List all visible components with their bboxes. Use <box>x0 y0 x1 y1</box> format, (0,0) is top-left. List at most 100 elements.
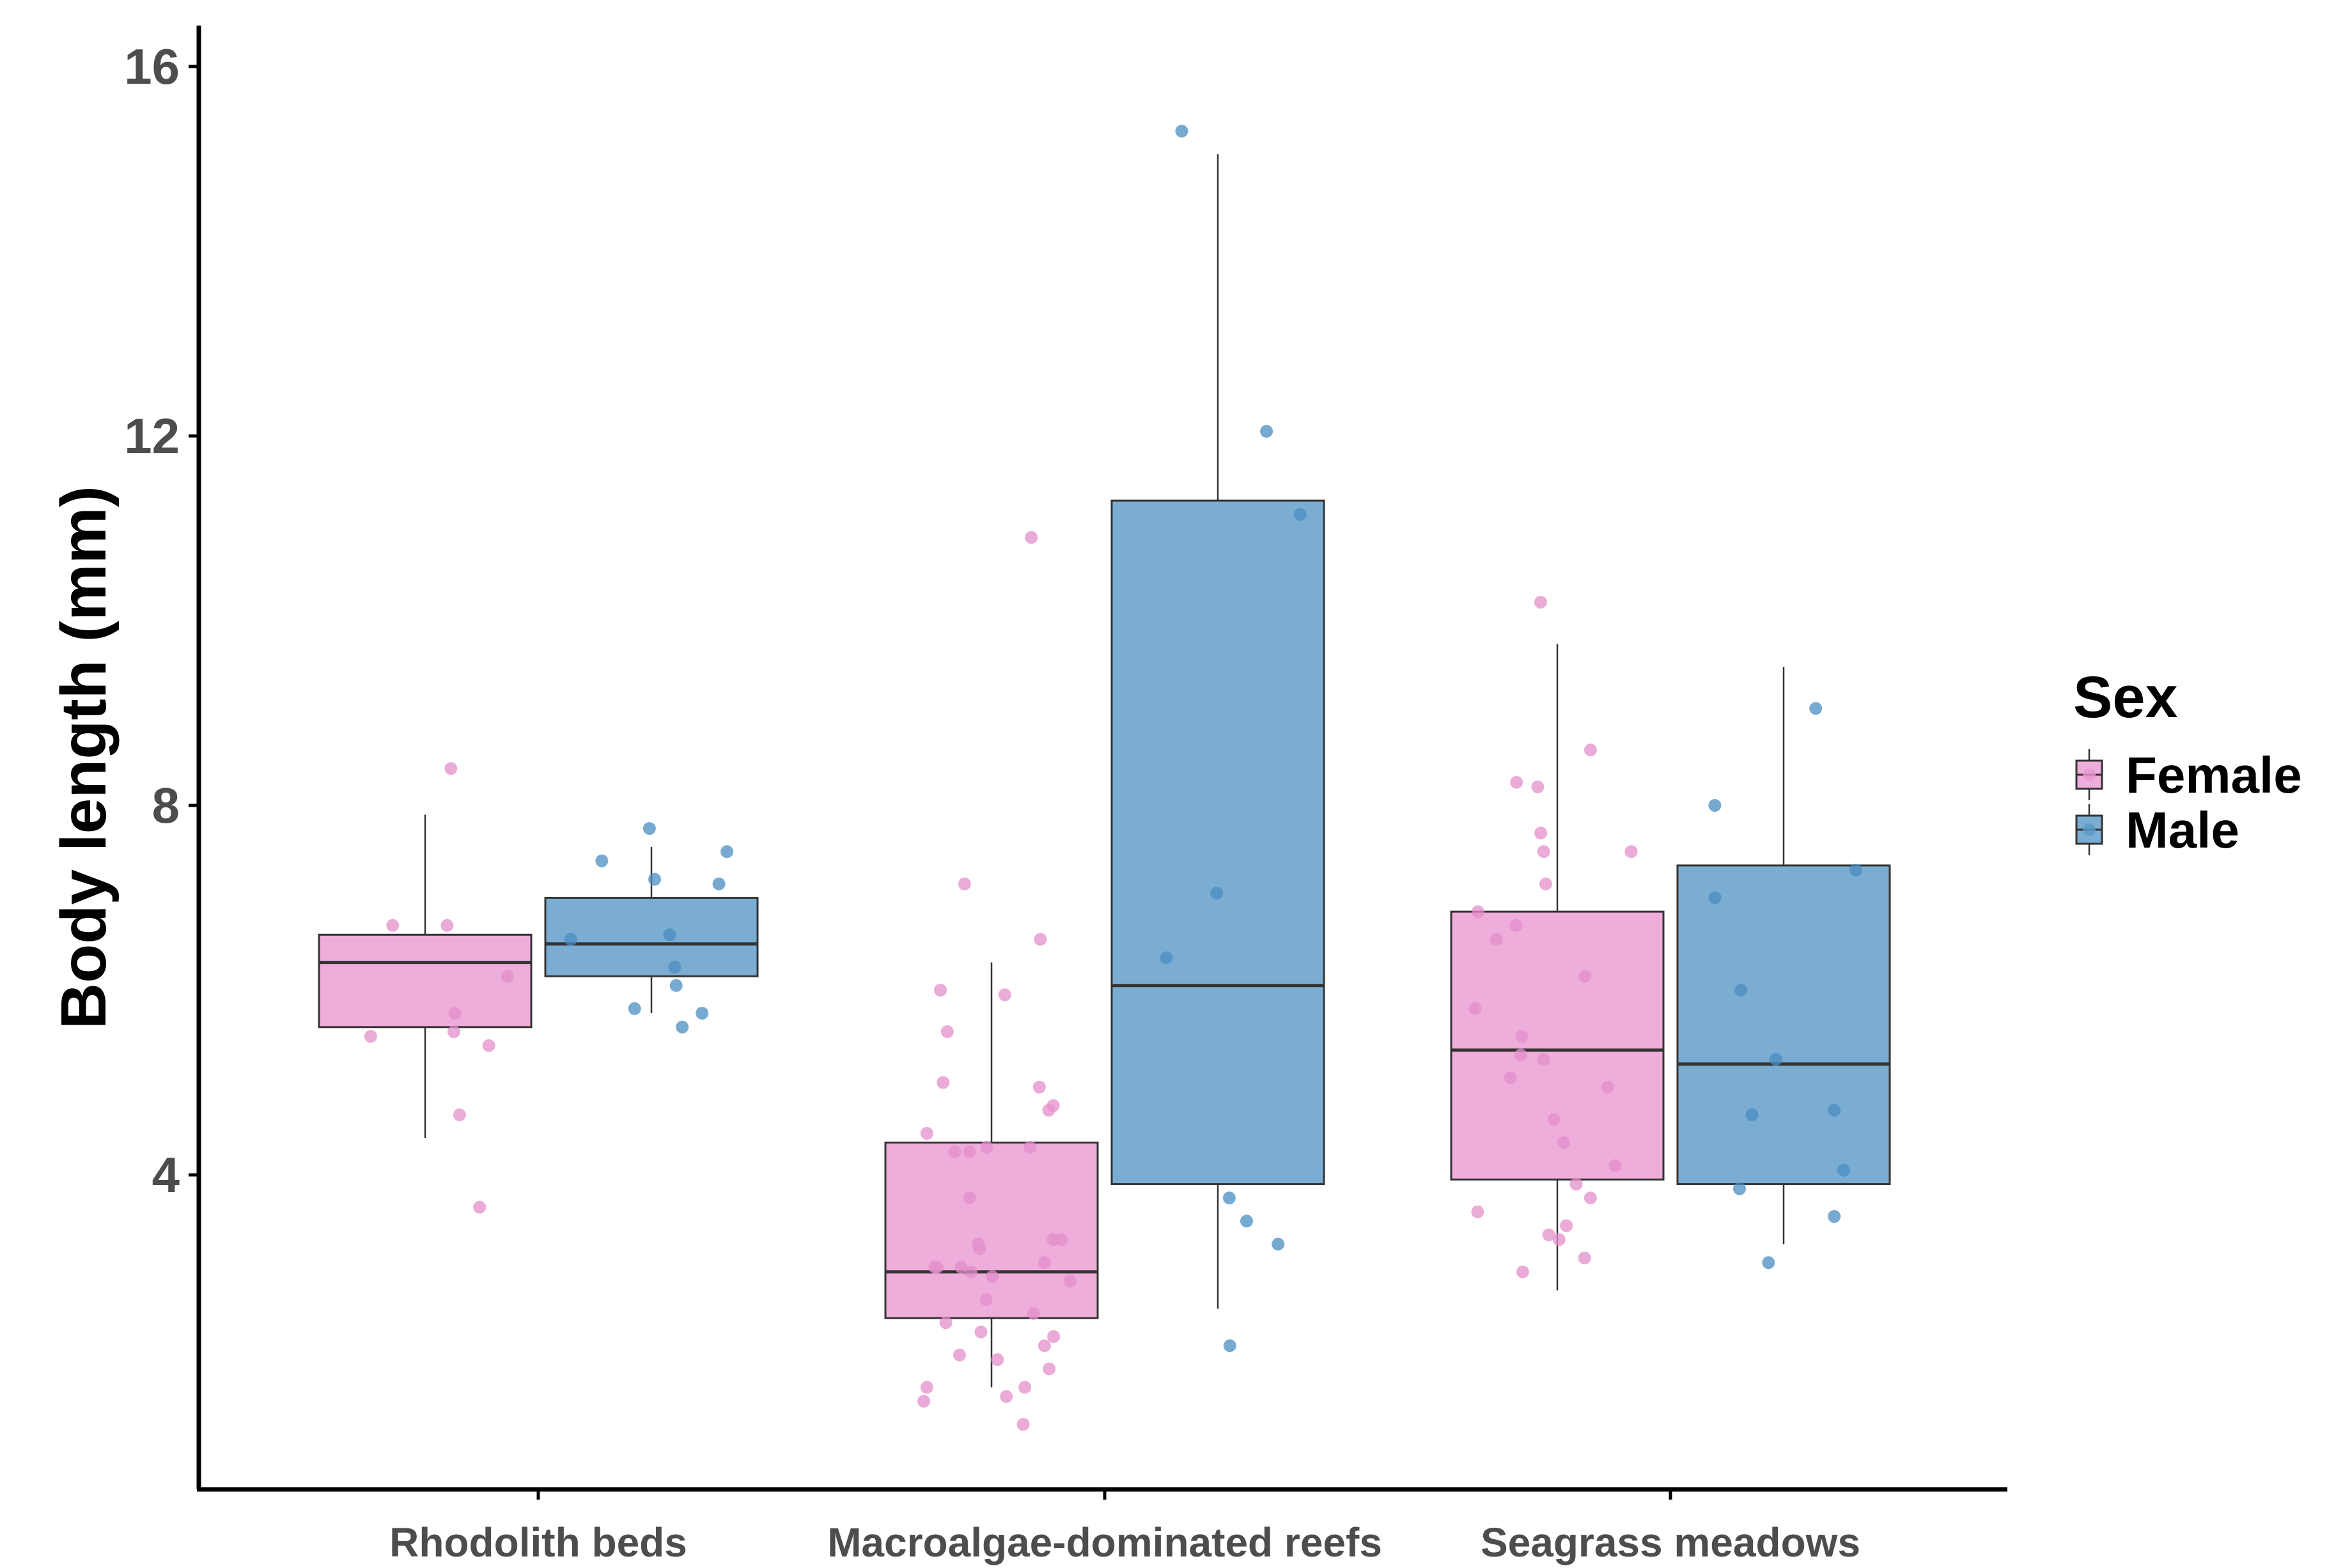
male-data-point <box>1828 1103 1841 1117</box>
female-data-point <box>917 1395 930 1408</box>
female-data-point <box>1043 1362 1056 1376</box>
female-data-point <box>1624 845 1638 858</box>
female-data-point <box>998 988 1011 1002</box>
female-data-point <box>1064 1275 1077 1288</box>
female-data-point <box>1578 970 1592 983</box>
female-data-point <box>1601 1080 1614 1094</box>
male-data-point <box>1745 1108 1759 1122</box>
x-tick-label: Rhodolith beds <box>389 1519 687 1565</box>
female-data-point <box>963 1145 976 1158</box>
female-data-point <box>979 1293 993 1307</box>
female-data-point <box>1032 1080 1046 1094</box>
female-data-point <box>1560 1219 1573 1232</box>
male-box <box>1110 499 1325 1185</box>
female-data-point <box>973 1242 986 1255</box>
female-data-point <box>1531 780 1545 794</box>
female-data-point <box>1539 877 1552 890</box>
female-data-point <box>501 970 514 983</box>
male-data-point <box>1222 1192 1236 1205</box>
female-data-point <box>958 877 971 890</box>
male-data-point <box>628 1002 641 1015</box>
male-data-point <box>668 960 681 974</box>
female-data-point <box>1569 1177 1583 1191</box>
female-data-point <box>1516 1265 1529 1278</box>
male-data-point <box>1762 1256 1775 1269</box>
male-box-group <box>544 822 759 1034</box>
female-box-group <box>318 762 533 1214</box>
male-data-point <box>1828 1210 1841 1223</box>
female-data-point <box>1000 1390 1013 1403</box>
female-data-point <box>1514 1048 1527 1062</box>
female-data-point <box>920 1127 933 1140</box>
female-data-point <box>1468 1002 1482 1015</box>
female-data-point <box>1025 531 1038 544</box>
male-data-point <box>1210 887 1224 900</box>
female-data-point <box>386 919 400 932</box>
male-data-point <box>1272 1238 1285 1251</box>
female-data-point <box>1542 1228 1555 1241</box>
plot-area <box>318 125 1891 1431</box>
female-data-point <box>974 1325 988 1339</box>
female-data-point <box>1027 1307 1040 1320</box>
female-data-point <box>928 1261 942 1274</box>
female-data-point <box>448 1007 462 1020</box>
female-box <box>884 1141 1099 1319</box>
male-data-point <box>1809 702 1823 715</box>
female-data-point <box>1547 1113 1561 1126</box>
male-data-point <box>595 854 609 867</box>
female-data-point <box>965 1265 977 1278</box>
female-box <box>1450 910 1665 1181</box>
female-data-point <box>948 1145 961 1158</box>
male-data-point <box>642 822 656 835</box>
male-data-point <box>1293 508 1307 521</box>
female-data-point <box>1042 1103 1055 1117</box>
female-data-point <box>1024 1140 1037 1154</box>
male-data-point <box>720 845 734 858</box>
female-data-point <box>954 1261 968 1274</box>
female-data-point <box>473 1200 487 1214</box>
male-data-point <box>1223 1339 1236 1353</box>
female-data-point <box>1038 1339 1051 1353</box>
female-data-point <box>1034 933 1047 946</box>
female-data-point <box>1584 743 1597 757</box>
female-data-point <box>1515 1030 1529 1043</box>
female-data-point <box>1608 1159 1622 1172</box>
female-box <box>318 933 533 1029</box>
male-data-point <box>1708 891 1722 904</box>
y-axis: 4 8 12 16 <box>124 26 201 1489</box>
male-data-point <box>1160 951 1173 965</box>
female-data-point <box>1534 827 1548 840</box>
female-data-point <box>1047 1330 1061 1343</box>
female-box-group <box>884 531 1099 1431</box>
female-data-point <box>448 1025 460 1038</box>
female-data-point <box>940 1025 954 1038</box>
female-data-point <box>1504 1071 1517 1085</box>
male-box <box>544 897 759 977</box>
male-data-point <box>1734 984 1748 997</box>
male-data-point <box>1708 799 1722 812</box>
male-data-point <box>696 1007 709 1020</box>
female-data-point <box>953 1348 966 1362</box>
female-data-point <box>934 984 947 997</box>
x-tick-label: Seagrass meadows <box>1481 1519 1860 1565</box>
x-tick-label: Macroalgae-dominated reefs <box>827 1519 1382 1565</box>
legend-key-male <box>2075 804 2103 855</box>
y-tick-label: 8 <box>152 777 180 834</box>
female-data-point <box>1510 775 1523 789</box>
male-data-point <box>1769 1053 1782 1066</box>
female-data-point <box>1552 1233 1566 1246</box>
female-data-point <box>939 1316 953 1330</box>
female-data-point <box>937 1076 950 1089</box>
legend-label-female: Female <box>2126 747 2302 803</box>
y-tick-label: 4 <box>152 1147 180 1203</box>
female-data-point <box>920 1381 933 1394</box>
female-data-point <box>1471 905 1484 919</box>
female-data-point <box>440 919 454 932</box>
male-data-point <box>676 1020 689 1034</box>
female-box-group <box>1450 596 1665 1291</box>
female-data-point <box>980 1140 993 1154</box>
y-tick-label: 16 <box>124 38 180 95</box>
female-data-point <box>1490 933 1503 946</box>
female-data-point <box>963 1192 976 1205</box>
legend-key-point <box>2083 823 2096 836</box>
